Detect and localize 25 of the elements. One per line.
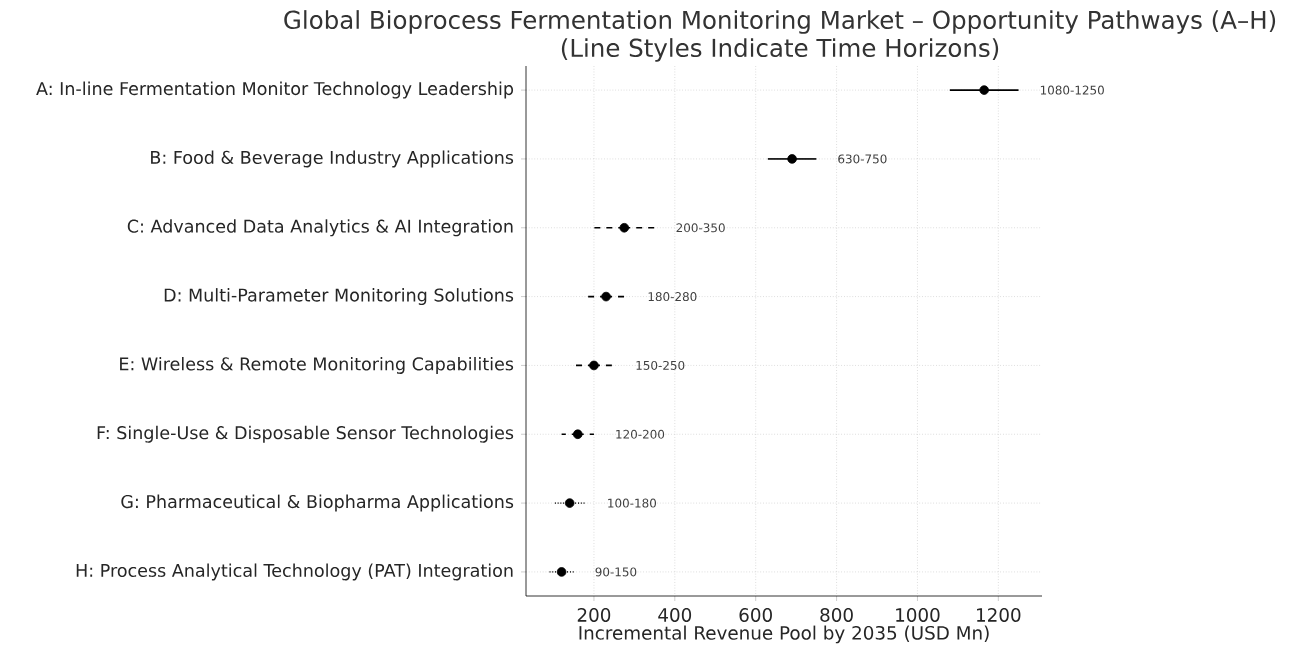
point [979,85,989,95]
point [787,154,797,164]
y-tick-label: F: Single-Use & Disposable Sensor Technologies [97,425,514,443]
x-tick-label: 200 [577,608,611,622]
point [572,429,583,440]
y-tick-label: G: Pharmaceutical & Biopharma Applications [121,494,514,512]
y-tick-label: E: Wireless & Remote Monitoring Capabilities [120,356,514,374]
x-axis-title: Incremental Revenue Pool by 2035 (USD Mn) [579,625,989,644]
y-tick-label: B: Food & Beverage Industry Applications [151,150,514,168]
y-tick-label: A: In-line Fermentation Monitor Technology Leadership [36,81,514,99]
x-tick-label: 600 [739,608,772,622]
x-tick-label: 800 [820,608,853,622]
chart-subtitle: (Line Styles Indicate Time Horizons) [561,38,999,62]
y-tick-label: H: Process Analytical Technology (PAT) Integration [76,563,513,581]
chart-title: Global Bioprocess Fermentation Monitoring Market – Opportunity Pathways (A–H) [284,10,1276,34]
y-tick-label: C: Advanced Data Analytics & AI Integration [127,219,513,237]
point [619,222,630,233]
point [556,567,567,577]
x-tick-label: 1000 [896,608,940,622]
x-tick-label: 1200 [977,608,1021,622]
point [589,360,599,371]
y-tick-label: D: Multi-Parameter Monitoring Solutions [164,288,514,306]
point [564,498,575,508]
point [601,291,611,302]
x-tick-label: 400 [658,608,692,622]
